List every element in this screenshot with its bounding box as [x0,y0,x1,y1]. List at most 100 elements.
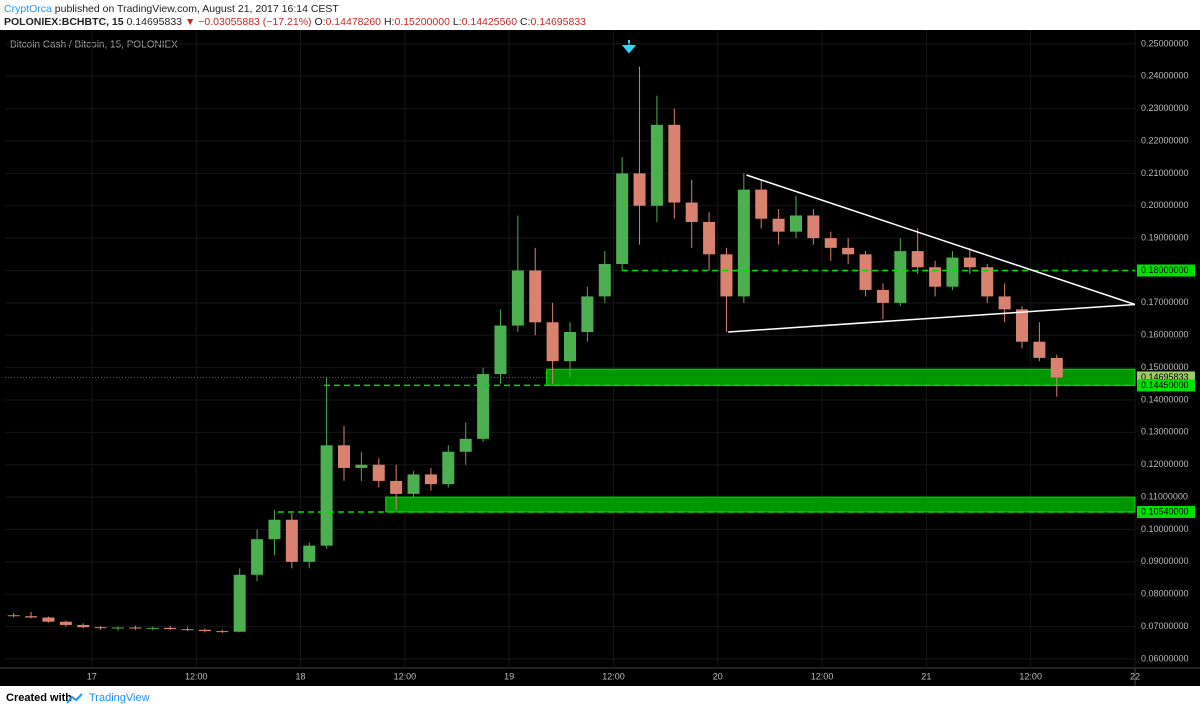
y-tick-label: 0.11000000 [1141,491,1188,501]
candle-body [424,474,437,485]
candle-body [355,464,368,468]
candle-body [581,296,594,333]
candle-body [720,254,733,297]
candle-body [981,267,994,297]
y-tick-label: 0.24000000 [1141,71,1189,81]
publish-line: CryptOrca published on TradingView.com, … [4,3,339,15]
candle-body [755,189,768,219]
candle-body [112,627,124,629]
level-label: 0.10540000 [1141,506,1189,516]
chart: Bitcoin Cash / Bitcoin, 15, POLONIEX 0.0… [0,30,1200,686]
y-tick-label: 0.15000000 [1141,362,1189,372]
c-label: C: [520,16,531,28]
candle-body [824,238,837,248]
published: published on TradingView.com, August 21,… [54,3,339,15]
y-tick-label: 0.14000000 [1141,394,1189,404]
candle-body [129,627,142,629]
candle-body [164,627,177,630]
support-zone [546,368,1136,386]
candle-body [459,438,472,452]
candle-body [390,480,403,494]
candle-body [546,322,559,362]
candle-body [442,451,455,485]
y-tick-label: 0.23000000 [1141,103,1189,113]
last-price-label: 0.14695833 [1141,372,1189,382]
candle-body [216,631,229,633]
y-tick-label: 0.12000000 [1141,459,1189,469]
y-tick-label: 0.21000000 [1141,168,1189,178]
candle-body [876,289,889,303]
y-tick-label: 0.25000000 [1141,38,1189,48]
candle-body [1050,357,1063,378]
candle-body [963,257,976,268]
created-with: Created with [6,692,73,704]
candle-body [477,374,490,439]
y-tick-label: 0.10000000 [1141,524,1189,534]
candle-body [338,445,350,468]
close: 0.14695833 [530,16,587,28]
y-tick-label: 0.17000000 [1141,297,1189,307]
level-label-box [1137,505,1195,518]
candle-body [946,257,959,287]
y-tick-label: 0.16000000 [1141,330,1189,340]
candle-body [859,254,872,290]
candle-body [790,215,802,232]
candle-body [807,215,820,239]
x-tick-label: 18 [296,671,306,681]
h-label: H: [383,16,395,28]
candle-body [894,251,907,303]
author[interactable]: CryptOrca [4,3,52,15]
quote-line: POLONIEX:BCHBTC, 15 0.14695833 ▼ −0.0305… [4,16,586,28]
candle-body [1016,309,1028,342]
change-arrow: ▼ [184,16,196,28]
brand[interactable]: TradingView [89,692,150,704]
header: CryptOrca published on TradingView.com, … [0,0,1200,30]
candle-body [146,627,159,629]
candle-body [598,264,611,297]
trend-line [746,174,1136,306]
candle-body [772,218,785,232]
last: 0.14695833 [126,16,183,28]
x-tick-label: 20 [713,671,723,681]
candle-body [564,332,576,362]
y-tick-label: 0.20000000 [1141,200,1189,210]
candle-body [511,270,524,326]
x-tick-label: 22 [1130,671,1140,681]
chart-title: Bitcoin Cash / Bitcoin, 15, POLONIEX [10,40,178,51]
logo [66,693,83,704]
footer: Created with TradingView [0,686,1200,711]
candle-body [59,621,72,625]
x-tick-label: 17 [87,671,97,681]
candle-body [77,624,90,628]
y-tick-label: 0.19000000 [1141,233,1189,243]
y-tick-label: 0.13000000 [1141,427,1189,437]
x-tick-label: 12:00 [1019,671,1042,681]
x-tick-label: 12:00 [185,671,208,681]
candle-body [94,627,107,629]
candle-body [285,519,298,562]
candle-body [198,629,211,632]
level-label-box [1137,264,1195,277]
candle-body [737,189,750,297]
candle-body [929,267,942,287]
x-tick-label: 21 [921,671,931,681]
candle-body [407,474,420,494]
level-label: 0.18000000 [1141,265,1189,275]
candle-body [181,629,194,631]
candle-body [233,574,246,632]
x-tick-label: 12:00 [394,671,417,681]
candle-body [372,464,385,481]
candle-body [842,247,855,255]
support-zone [385,496,1136,513]
candle-body [25,616,38,618]
y-tick-label: 0.07000000 [1141,621,1189,631]
candle-body [650,124,663,206]
high: 0.15200000 [394,16,450,28]
symbol: POLONIEX:BCHBTC, 15 [4,16,124,28]
y-tick-label: 0.09000000 [1141,556,1189,566]
candle-body [303,545,316,562]
x-tick-label: 12:00 [602,671,625,681]
candle-body [703,221,716,255]
candle-body [685,202,698,222]
